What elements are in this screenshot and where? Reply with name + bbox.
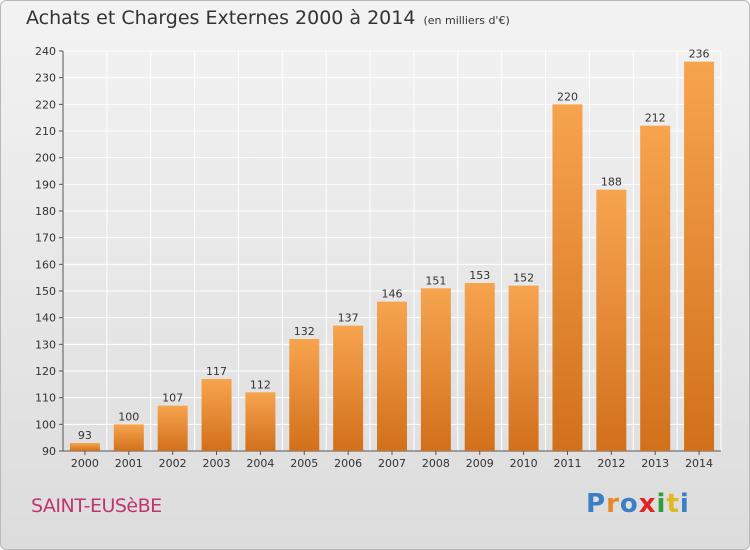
x-tick-label-2009: 2009 xyxy=(466,457,494,470)
logo-letter: o xyxy=(619,489,639,519)
value-label-2003: 117 xyxy=(206,365,227,378)
x-tick-label-2005: 2005 xyxy=(290,457,318,470)
proxiti-logo: Proxiti xyxy=(586,489,690,519)
bar-2006 xyxy=(333,325,364,451)
city-name: SAINT-EUSèBE xyxy=(31,495,162,517)
chart-title: Achats et Charges Externes 2000 à 2014 xyxy=(26,7,416,29)
bar-2012 xyxy=(596,189,627,451)
x-tick-label-2007: 2007 xyxy=(378,457,406,470)
x-tick-label-2012: 2012 xyxy=(597,457,625,470)
x-tick-label-2014: 2014 xyxy=(685,457,713,470)
y-tick-label-240: 240 xyxy=(35,45,56,58)
logo-letter: t xyxy=(666,489,680,519)
chart-title-block: Achats et Charges Externes 2000 à 2014 (e… xyxy=(26,7,510,29)
y-tick-label-230: 230 xyxy=(35,72,56,85)
y-tick-label-110: 110 xyxy=(35,392,56,405)
chart-unit: (en milliers d'€) xyxy=(423,14,510,27)
x-tick-label-2003: 2003 xyxy=(203,457,231,470)
value-label-2007: 146 xyxy=(382,288,403,301)
bar-2010 xyxy=(508,285,539,451)
value-label-2010: 152 xyxy=(513,272,534,285)
value-label-2002: 107 xyxy=(162,392,183,405)
bar-2011 xyxy=(552,104,583,451)
y-tick-label-190: 190 xyxy=(35,178,56,191)
value-label-2014: 236 xyxy=(689,48,710,61)
bar-2014 xyxy=(684,61,715,452)
value-label-2005: 132 xyxy=(294,325,315,338)
logo-letter: i xyxy=(656,489,667,519)
logo-letter: P xyxy=(586,489,607,519)
labels: 90 100 110 120 130 140 150 160 170 180 190 200 210 22… xyxy=(35,45,713,470)
y-tick-label-200: 200 xyxy=(35,152,56,165)
x-tick-label-2001: 2001 xyxy=(115,457,143,470)
value-label-2008: 151 xyxy=(425,274,446,287)
x-tick-label-2011: 2011 xyxy=(553,457,581,470)
y-tick-label-160: 160 xyxy=(35,258,56,271)
logo-letter: r xyxy=(606,489,620,519)
value-label-2000: 93 xyxy=(78,429,92,442)
value-label-2012: 188 xyxy=(601,176,622,189)
y-tick-label-150: 150 xyxy=(35,285,56,298)
bar-2003 xyxy=(201,379,232,451)
y-tick-label-180: 180 xyxy=(35,205,56,218)
value-label-2001: 100 xyxy=(118,410,139,423)
x-tick-label-2004: 2004 xyxy=(246,457,274,470)
bar-2000 xyxy=(69,443,100,451)
y-tick-label-170: 170 xyxy=(35,232,56,245)
bar-2013 xyxy=(640,125,671,452)
logo-letter: i xyxy=(679,489,690,519)
bar-2005 xyxy=(289,339,320,451)
value-label-2004: 112 xyxy=(250,378,271,391)
value-label-2011: 220 xyxy=(557,90,578,103)
x-tick-label-2013: 2013 xyxy=(641,457,669,470)
bar-2004 xyxy=(245,392,276,451)
x-tick-label-2000: 2000 xyxy=(71,457,99,470)
y-tick-label-90: 90 xyxy=(42,445,56,458)
bar-2008 xyxy=(420,288,451,451)
x-tick-label-2002: 2002 xyxy=(159,457,187,470)
value-label-2006: 137 xyxy=(338,312,359,325)
y-tick-label-130: 130 xyxy=(35,338,56,351)
x-tick-label-2008: 2008 xyxy=(422,457,450,470)
value-label-2013: 212 xyxy=(645,112,666,125)
bars xyxy=(69,61,715,452)
bar-2009 xyxy=(464,283,495,451)
y-tick-label-140: 140 xyxy=(35,312,56,325)
value-label-2009: 153 xyxy=(469,269,490,282)
logo-letter: x xyxy=(638,489,657,519)
y-tick-label-220: 220 xyxy=(35,98,56,111)
bar-2001 xyxy=(113,424,144,451)
x-tick-label-2006: 2006 xyxy=(334,457,362,470)
bar-2002 xyxy=(157,405,188,451)
y-tick-label-210: 210 xyxy=(35,125,56,138)
y-tick-label-120: 120 xyxy=(35,365,56,378)
bar-2007 xyxy=(377,301,407,451)
x-tick-label-2010: 2010 xyxy=(510,457,538,470)
y-tick-label-100: 100 xyxy=(35,418,56,431)
